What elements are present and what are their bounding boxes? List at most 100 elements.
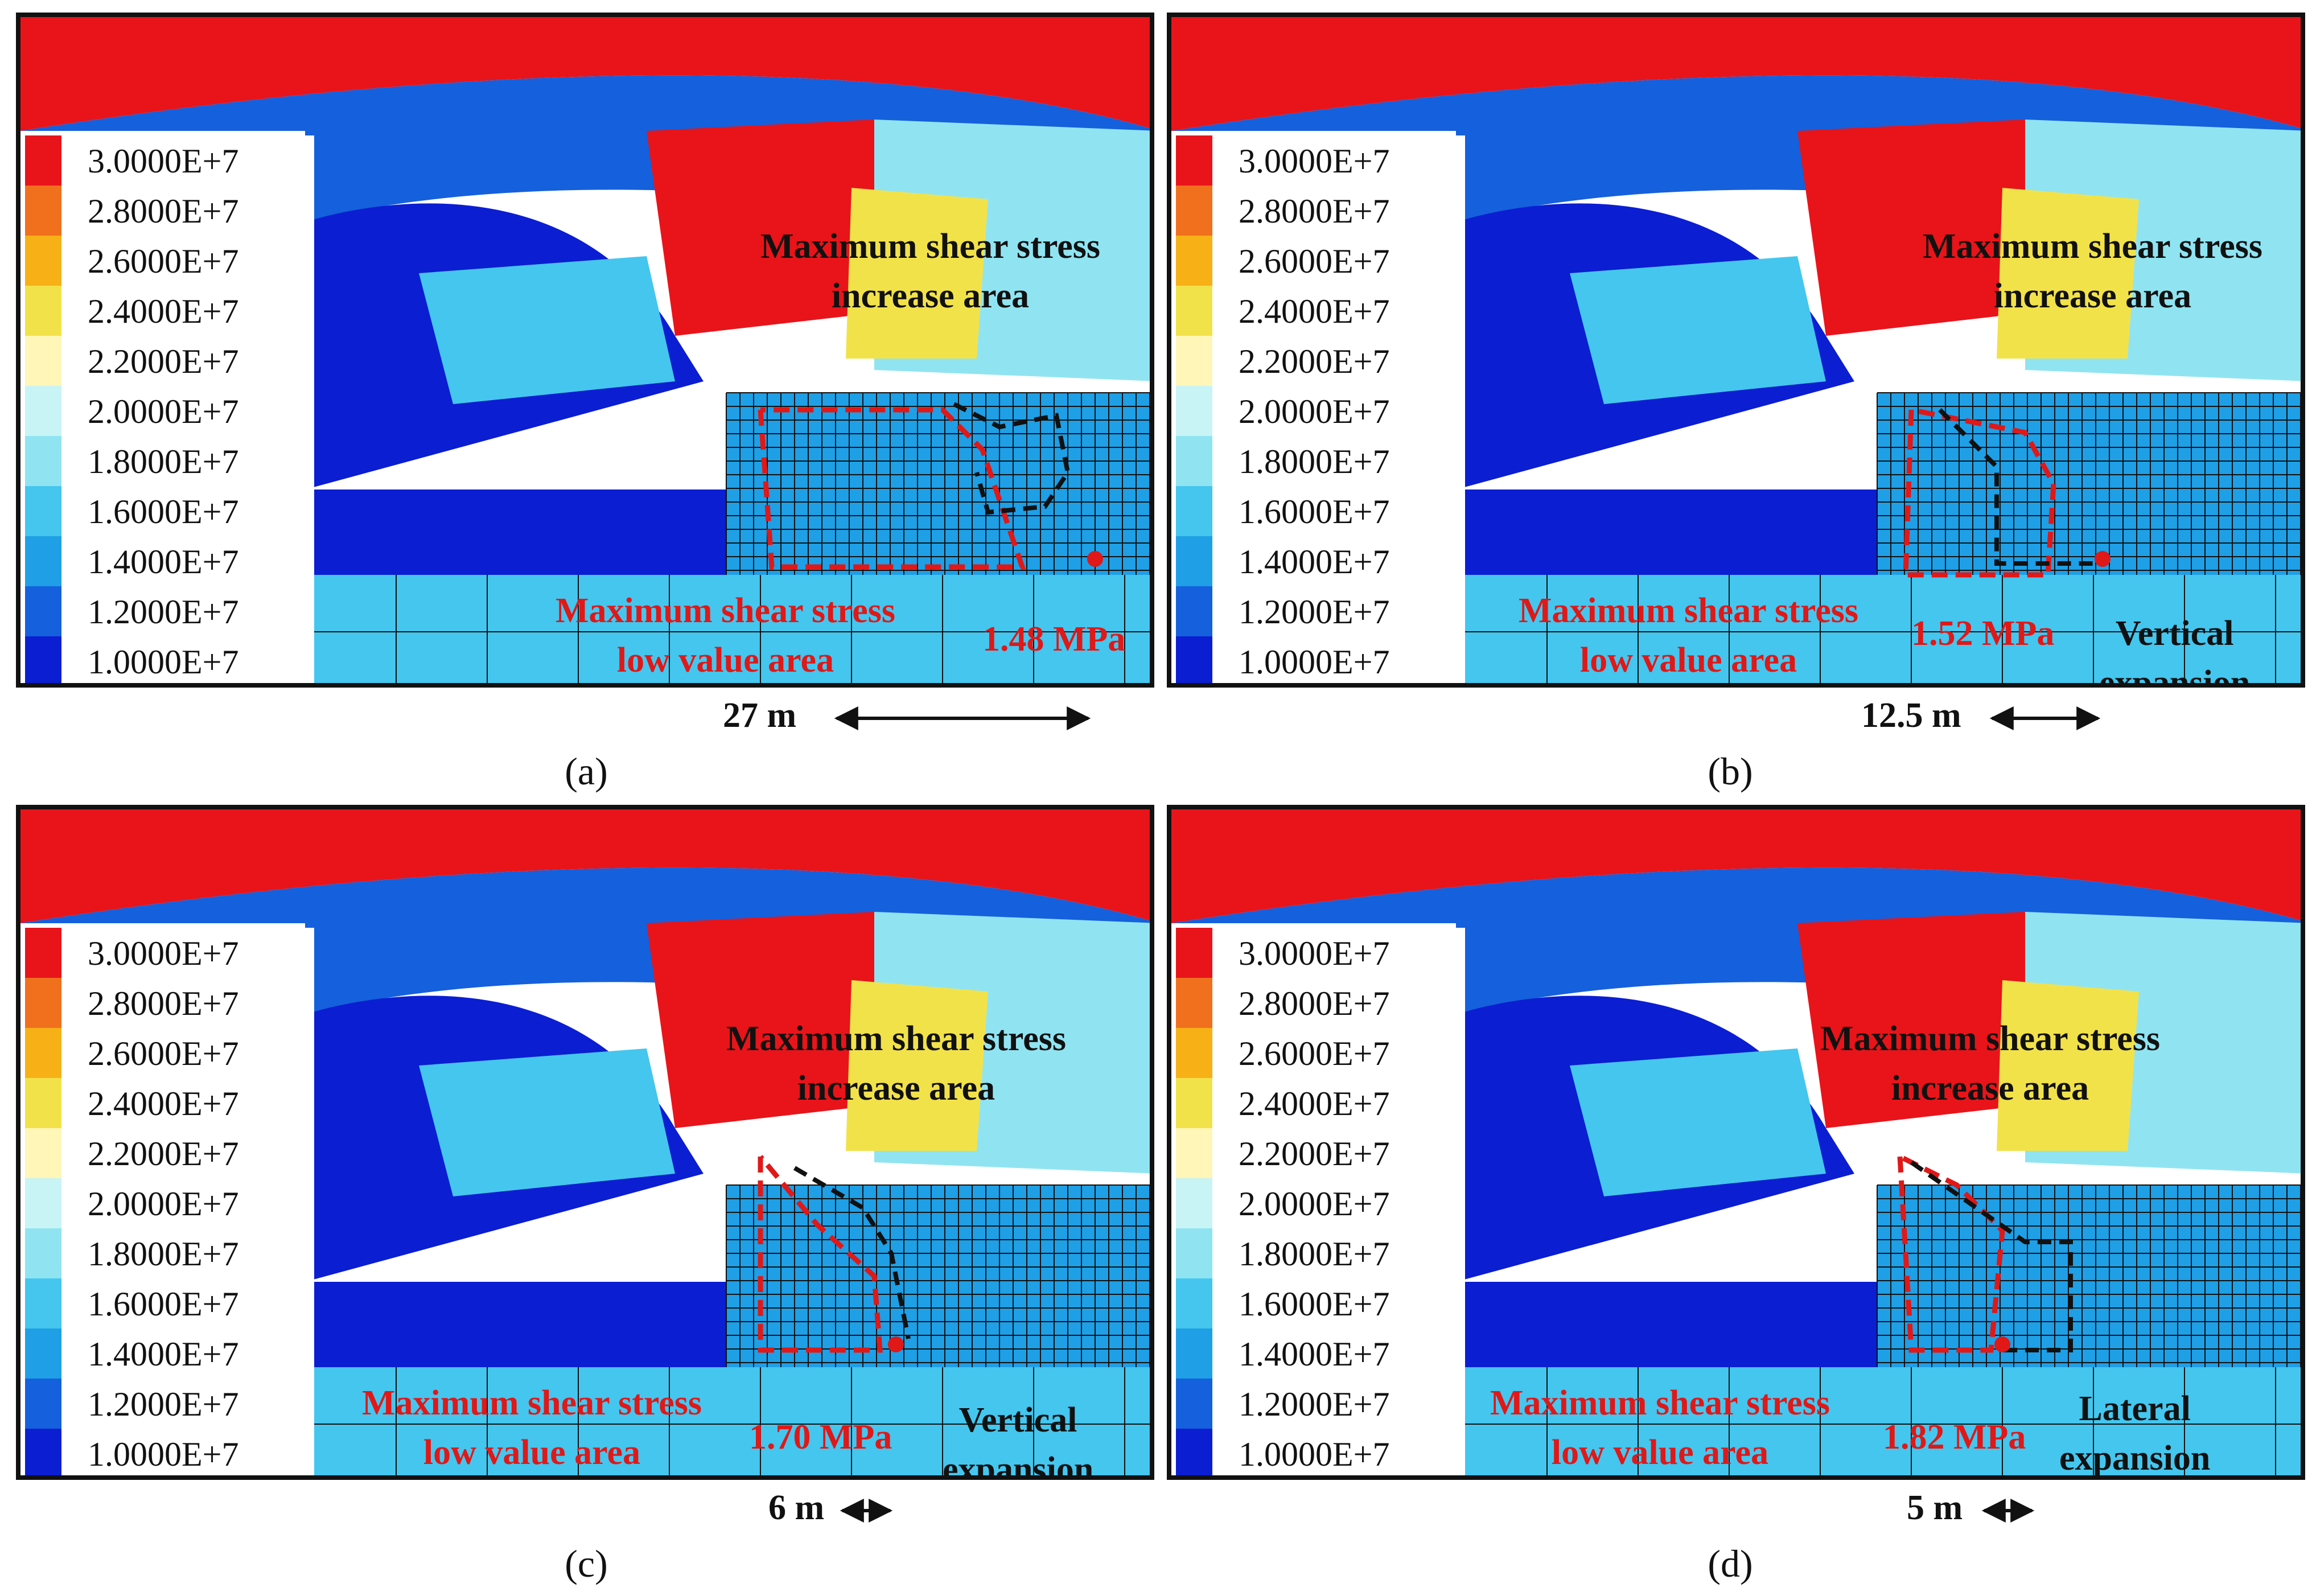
legend-label: 1.4000E+7 — [1239, 543, 1390, 581]
legend-label: 1.4000E+7 — [1239, 1335, 1390, 1373]
legend-label: 1.2000E+7 — [88, 593, 239, 631]
legend-swatch — [25, 1429, 61, 1475]
increase-area-label: Maximum shear stress increase area — [1820, 1019, 2160, 1108]
legend-swatch — [1176, 636, 1212, 683]
legend-label: 2.2000E+7 — [88, 1135, 239, 1173]
legend-label: 2.0000E+7 — [88, 1185, 239, 1223]
legend-swatch — [25, 536, 61, 588]
expansion-label: Vertical expansion — [943, 1401, 1094, 1480]
distance-label-b: 12.5 m — [1861, 696, 1961, 735]
legend-swatch — [25, 186, 61, 237]
legend-label: 1.8000E+7 — [1239, 443, 1390, 480]
legend-label: 1.0000E+7 — [1239, 1435, 1390, 1473]
color-legend: 3.0000E+7 2.8000E+7 2.6000E+7 2.4000E+7 2.20… — [25, 135, 314, 683]
legend-label: 2.8000E+7 — [1239, 985, 1390, 1022]
stress-value-label: 1.48 MPa — [982, 620, 1126, 659]
increase-area-label: Maximum shear stress increase area — [760, 227, 1100, 315]
legend-label: 2.2000E+7 — [1239, 343, 1390, 380]
distance-label-c: 6 m — [768, 1488, 825, 1527]
legend-swatch — [1176, 186, 1212, 237]
legend-swatch — [25, 586, 61, 638]
caption-d: (d) — [1708, 1542, 1753, 1585]
legend-label: 1.0000E+7 — [1239, 643, 1390, 681]
legend-label: 2.2000E+7 — [1239, 1135, 1390, 1173]
legend-label: 2.6000E+7 — [1239, 242, 1390, 280]
stress-point-marker — [2095, 551, 2111, 567]
legend-label: 1.2000E+7 — [88, 1385, 239, 1423]
legend-label: 1.2000E+7 — [1239, 593, 1390, 631]
legend-swatch — [25, 135, 61, 187]
low-value-outline — [758, 407, 1026, 570]
roof-red-zone — [20, 809, 1150, 923]
legend-label: 1.6000E+7 — [1239, 1285, 1390, 1323]
legend-swatch — [1176, 1128, 1212, 1180]
legend-label: 2.4000E+7 — [88, 293, 239, 330]
expansion-label: Lateral expansion — [2059, 1389, 2211, 1478]
stress-point-marker — [888, 1336, 904, 1352]
legend-label: 1.0000E+7 — [88, 1435, 239, 1473]
legend-label: 2.8000E+7 — [1239, 192, 1390, 230]
low-value-area-label: Maximum shear stress low value area — [1519, 591, 1858, 680]
legend-swatch — [1176, 336, 1212, 388]
high-stress-block — [1797, 120, 2025, 336]
legend-swatch — [25, 1128, 61, 1180]
seam-blocks-left — [305, 1282, 749, 1373]
legend-swatch — [25, 1278, 61, 1330]
seam-blocks-left — [1456, 1282, 1900, 1373]
legend-label: 2.4000E+7 — [1239, 293, 1390, 330]
legend-swatch — [1176, 135, 1212, 187]
legend-swatch — [1176, 536, 1212, 588]
legend-swatch — [1176, 1028, 1212, 1080]
color-legend: 3.0000E+7 2.8000E+7 2.6000E+7 2.4000E+7 2.20… — [1176, 928, 1465, 1475]
legend-swatch — [1176, 486, 1212, 538]
high-stress-block — [1797, 912, 2025, 1128]
panel-a: 3.0000E+7 2.8000E+7 2.6000E+7 2.4000E+7 2.20… — [16, 13, 1154, 688]
high-stress-block — [647, 120, 874, 336]
legend-swatch — [25, 1379, 61, 1430]
roof-red-zone — [20, 17, 1150, 131]
legend-swatch — [25, 336, 61, 388]
coal-seam-grid — [726, 393, 1150, 575]
cyan-block — [1570, 256, 1826, 404]
increase-outline — [953, 402, 1071, 515]
high-stress-block — [647, 912, 874, 1128]
seam-blocks-left — [1456, 490, 1900, 581]
coal-seam-grid — [1877, 393, 2301, 575]
stress-value-label: 1.70 MPa — [749, 1418, 892, 1457]
cyan-block — [419, 256, 675, 404]
legend-label: 3.0000E+7 — [88, 935, 239, 972]
legend-swatch — [1176, 1278, 1212, 1330]
coal-seam-grid — [726, 1185, 1150, 1367]
increase-area-label: Maximum shear stress increase area — [1923, 227, 2262, 315]
stress-value-label: 1.52 MPa — [1911, 614, 2055, 653]
floor-strata — [305, 575, 1150, 683]
legend-swatch — [1176, 436, 1212, 488]
distance-label-d: 5 m — [1907, 1488, 1963, 1527]
legend-label: 1.0000E+7 — [88, 643, 239, 681]
low-value-outline — [758, 1155, 883, 1353]
coal-seam-grid — [1877, 1185, 2301, 1367]
legend-swatch — [25, 1228, 61, 1280]
legend-label: 3.0000E+7 — [1239, 935, 1390, 972]
stress-value-label: 1.82 MPa — [1883, 1418, 2026, 1457]
increase-outline — [793, 1166, 911, 1339]
legend-swatch — [1176, 386, 1212, 438]
legend-swatch — [1176, 928, 1212, 980]
legend-label: 2.0000E+7 — [88, 393, 239, 430]
legend-label: 2.6000E+7 — [1239, 1035, 1390, 1072]
floor-strata — [1456, 575, 2301, 683]
legend-swatch — [1176, 1328, 1212, 1380]
caption-b: (b) — [1708, 750, 1753, 793]
legend-label: 2.8000E+7 — [88, 192, 239, 230]
legend-swatch — [25, 236, 61, 287]
legend-swatch — [1176, 978, 1212, 1030]
legend-swatch — [1176, 236, 1212, 287]
panel-d: 3.0000E+7 2.8000E+7 2.6000E+7 2.4000E+7 2.20… — [1167, 805, 2305, 1480]
stress-point-marker — [1994, 1336, 2010, 1352]
legend-swatch — [25, 1028, 61, 1080]
legend-swatch — [1176, 1228, 1212, 1280]
roof-red-zone — [1171, 809, 2301, 923]
distance-label-a: 27 m — [723, 696, 797, 735]
low-value-area-label: Maximum shear stress low value area — [556, 591, 895, 680]
legend-swatch — [25, 1078, 61, 1130]
